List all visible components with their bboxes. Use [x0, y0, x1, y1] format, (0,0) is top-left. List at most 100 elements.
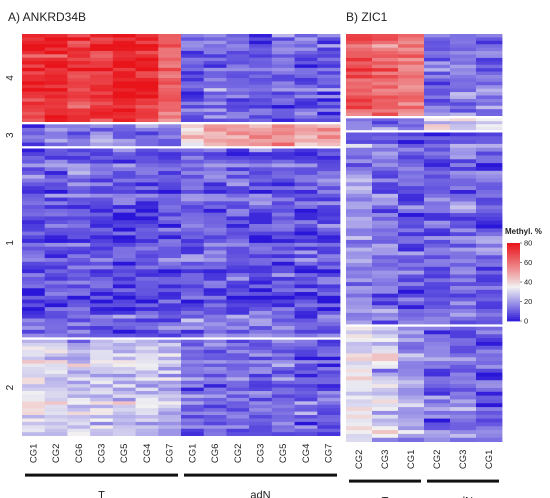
- heatmap-cell: [203, 295, 227, 300]
- heatmap-cell: [476, 205, 503, 210]
- legend-gradient-step: [507, 254, 520, 258]
- heatmap-cell: [317, 101, 341, 106]
- heatmap-cell: [271, 377, 295, 382]
- heatmap-cell: [450, 353, 477, 358]
- heatmap-cell: [317, 280, 341, 285]
- heatmap-cell: [135, 174, 159, 180]
- heatmap-cell: [112, 329, 136, 335]
- heatmap-cell: [424, 174, 451, 179]
- heatmap-cell: [158, 118, 182, 123]
- heatmap-cell: [135, 108, 159, 113]
- heatmap-cell: [181, 108, 205, 113]
- heatmap-cell: [372, 64, 399, 69]
- heatmap-cell: [476, 259, 503, 264]
- heatmap-cell: [22, 326, 46, 331]
- heatmap-cell: [450, 143, 477, 149]
- heatmap-cell: [44, 216, 68, 221]
- heatmap-cell: [181, 98, 205, 103]
- heatmap-cell: [271, 91, 295, 96]
- heatmap-cell: [181, 284, 205, 289]
- heatmap-cell: [398, 186, 425, 191]
- heatmap-cell: [44, 155, 68, 161]
- heatmap-cell: [158, 57, 182, 62]
- heatmap-cell: [158, 216, 182, 221]
- heatmap-cell: [372, 384, 399, 389]
- heatmap-cell: [90, 356, 114, 361]
- heatmap-cell: [294, 377, 318, 382]
- heatmap-cell: [249, 88, 273, 92]
- heatmap-cell: [22, 174, 46, 180]
- group-label: adN: [250, 490, 270, 498]
- heatmap-cell: [226, 193, 250, 198]
- heatmap-cell: [294, 387, 318, 392]
- heatmap-cell: [203, 152, 227, 157]
- heatmap-cell: [44, 329, 68, 335]
- heatmap-cell: [90, 71, 114, 76]
- heatmap-cell: [44, 370, 68, 375]
- heatmap-cell: [203, 201, 227, 206]
- heatmap-cell: [450, 216, 477, 222]
- heatmap-cell: [476, 301, 503, 306]
- heatmap-cell: [424, 353, 451, 358]
- heatmap-cell: [22, 261, 46, 266]
- heatmap-cell: [294, 280, 318, 285]
- heatmap-cell: [226, 163, 250, 168]
- heatmap-cell: [372, 372, 399, 377]
- heatmap-cell: [90, 404, 114, 409]
- heatmap-cell: [181, 280, 205, 285]
- heatmap-cell: [90, 189, 114, 195]
- heatmap-cell: [135, 273, 159, 278]
- heatmap-cell: [203, 307, 227, 312]
- heatmap-cell: [424, 75, 451, 79]
- heatmap-cell: [90, 40, 114, 45]
- heatmap-cell: [67, 269, 91, 274]
- heatmap-cell: [135, 91, 159, 96]
- heatmap-cell: [372, 44, 399, 49]
- heatmap-cell: [90, 363, 114, 368]
- heatmap-cell: [317, 47, 341, 52]
- heatmap-cell: [67, 292, 91, 297]
- heatmap-cell: [249, 326, 273, 331]
- heatmap-cell: [346, 64, 373, 69]
- heatmap-cell: [294, 118, 318, 123]
- heatmap-cell: [112, 280, 136, 285]
- heatmap-cell: [112, 155, 136, 161]
- heatmap-cell: [450, 410, 477, 416]
- heatmap-cell: [271, 401, 295, 406]
- heatmap-cell: [226, 363, 250, 368]
- heatmap-cell: [67, 333, 91, 338]
- heatmap-cell: [249, 273, 273, 278]
- legend-gradient-step: [507, 291, 520, 295]
- legend-gradient-step: [507, 297, 520, 300]
- heatmap-cell: [158, 391, 182, 395]
- heatmap-cell: [90, 94, 114, 99]
- heatmap-cell: [249, 280, 273, 285]
- heatmap-cell: [112, 333, 136, 338]
- legend-gradient-step: [507, 315, 520, 318]
- heatmap-cell: [372, 262, 399, 268]
- heatmap-cell: [181, 64, 205, 69]
- heatmap-cell: [424, 201, 451, 206]
- heatmap-cell: [450, 178, 477, 183]
- heatmap-cell: [181, 384, 205, 388]
- heatmap-cell: [249, 363, 273, 368]
- heatmap-cell: [90, 47, 114, 52]
- heatmap-cell: [372, 334, 399, 339]
- heatmap-cell: [226, 384, 250, 388]
- heatmap-cell: [317, 94, 341, 99]
- heatmap-cell: [112, 193, 136, 198]
- heatmap-cell: [424, 266, 451, 272]
- heatmap-cell: [346, 414, 373, 419]
- heatmap-cell: [294, 208, 318, 214]
- heatmap-cell: [135, 367, 159, 371]
- heatmap-cell: [158, 186, 182, 191]
- heatmap-cell: [226, 425, 250, 430]
- heatmap-cell: [450, 239, 477, 245]
- heatmap-cell: [346, 159, 373, 164]
- heatmap-cell: [203, 343, 227, 347]
- heatmap-cell: [181, 432, 205, 436]
- heatmap-cell: [112, 78, 136, 82]
- heatmap-cell: [424, 186, 451, 191]
- heatmap-cell: [294, 44, 318, 48]
- legend-gradient-step: [507, 252, 520, 256]
